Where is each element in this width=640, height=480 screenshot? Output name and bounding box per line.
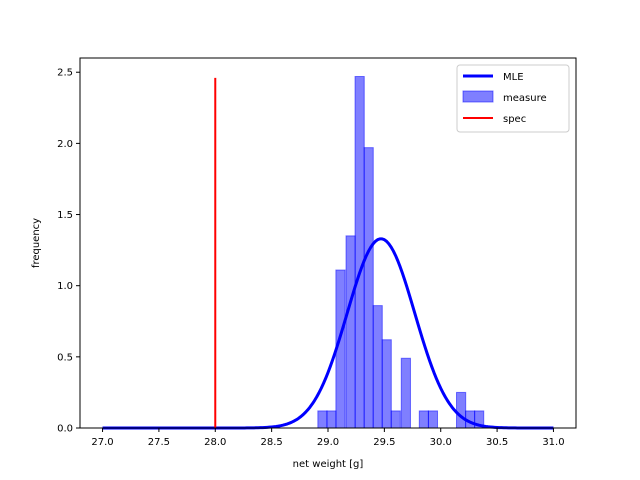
histogram-bar xyxy=(390,410,401,429)
histogram-bar xyxy=(418,410,429,429)
x-tick-label: 30.0 xyxy=(430,437,452,448)
histogram-bar xyxy=(363,147,374,429)
legend-measure-label: measure xyxy=(503,93,547,104)
x-axis-ticks: 27.0 27.5 28.0 28.5 29.0 29.5 30.0 30.5 31.0 xyxy=(91,428,565,448)
histogram-bar xyxy=(381,339,392,429)
legend-measure-swatch xyxy=(462,90,494,103)
legend-spec-label: spec xyxy=(503,114,526,125)
y-tick-label: 1.0 xyxy=(57,281,73,292)
histogram-bar xyxy=(400,357,411,429)
histogram-bar xyxy=(317,410,328,429)
x-axis-label: net weight [g] xyxy=(293,459,364,470)
histogram-bar xyxy=(326,410,337,429)
y-tick-label: 0.0 xyxy=(57,424,73,435)
x-tick-label: 28.5 xyxy=(261,437,283,448)
y-axis-label: frequency xyxy=(31,218,42,268)
y-tick-label: 2.5 xyxy=(57,68,73,79)
x-tick-label: 30.5 xyxy=(486,437,508,448)
x-tick-label: 27.0 xyxy=(91,437,113,448)
legend-mle-label: MLE xyxy=(503,72,524,83)
histogram-bar xyxy=(354,76,365,429)
x-tick-label: 31.0 xyxy=(542,437,564,448)
x-tick-label: 28.0 xyxy=(204,437,226,448)
histogram-bar xyxy=(427,410,439,429)
histogram-bar xyxy=(345,235,356,429)
y-tick-label: 0.5 xyxy=(57,352,73,363)
histogram-bar xyxy=(372,305,383,429)
legend: MLE measure spec xyxy=(456,64,570,133)
x-tick-label: 27.5 xyxy=(148,437,170,448)
histogram-bar xyxy=(456,391,467,429)
x-tick-label: 29.0 xyxy=(317,437,339,448)
y-tick-label: 2.0 xyxy=(57,139,73,150)
x-tick-label: 29.5 xyxy=(373,437,395,448)
legend-box xyxy=(456,64,570,133)
y-tick-label: 1.5 xyxy=(57,210,73,221)
y-axis-ticks: 0.0 0.5 1.0 1.5 2.0 2.5 xyxy=(57,68,80,435)
